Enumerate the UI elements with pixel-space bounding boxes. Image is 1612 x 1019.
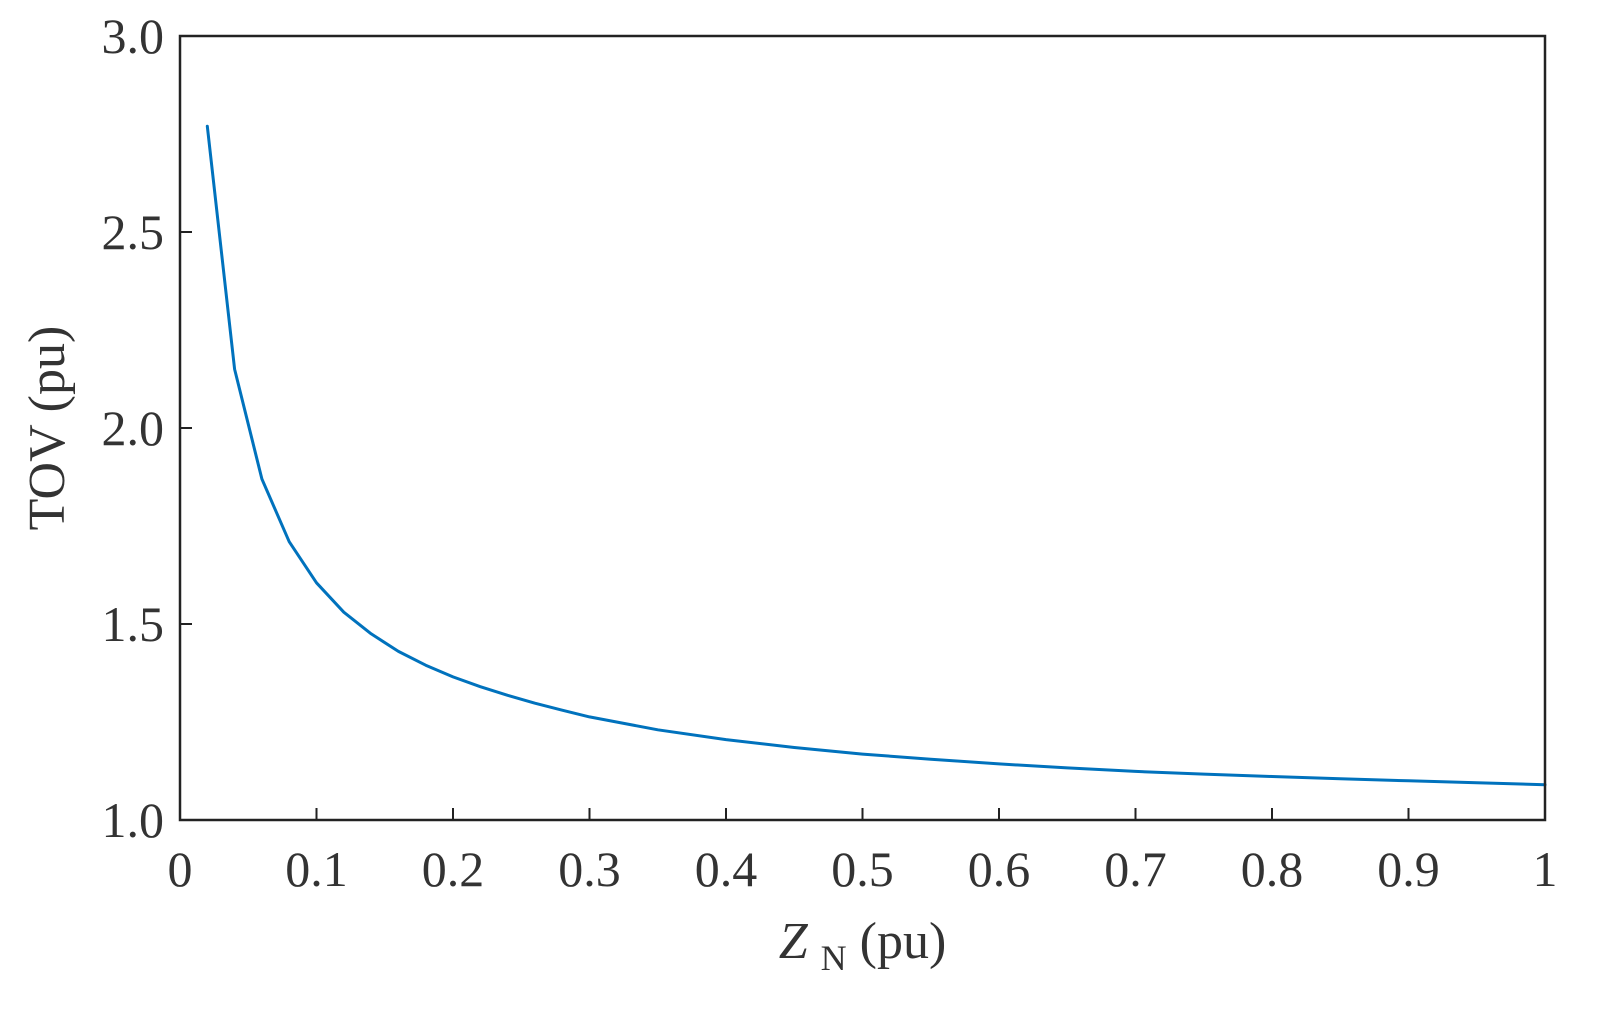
x-tick-label: 1 [1533,841,1558,897]
x-tick-label: 0.8 [1241,841,1304,897]
x-tick-label: 0.7 [1104,841,1167,897]
x-axis-title: Z N (pu) [779,913,947,982]
plot-frame [178,34,1547,822]
x-tick-label: 0 [168,841,193,897]
y-tick-labels: 1.0 1.5 2.0 2.5 3.0 [102,8,165,848]
x-tick-labels: 0 0.1 0.2 0.3 0.4 0.5 0.6 0.7 0.8 0.9 1 [168,841,1558,897]
x-tick-label: 0.5 [831,841,894,897]
y-tick-label: 1.5 [102,596,165,652]
y-tick-label: 2.0 [102,400,165,456]
x-axis-title-unit: (pu) [860,913,947,970]
y-axis-title: TOV (pu) [19,326,76,531]
x-axis-title-subscript: N [821,938,847,978]
series-line-tov [205,124,1547,787]
x-tick-label: 0.4 [695,841,758,897]
x-tick-label: 0.2 [422,841,485,897]
axis-ticks [179,35,1546,821]
x-tick-label: 0.9 [1377,841,1440,897]
y-tick-label: 1.0 [102,792,165,848]
x-axis-title-symbol: Z [779,913,809,970]
x-tick-label: 0.6 [968,841,1031,897]
x-tick-label: 0.3 [558,841,621,897]
y-tick-label: 2.5 [102,204,165,260]
plot-area [205,124,1547,787]
x-tick-label: 0.1 [285,841,348,897]
y-tick-label: 3.0 [102,8,165,64]
